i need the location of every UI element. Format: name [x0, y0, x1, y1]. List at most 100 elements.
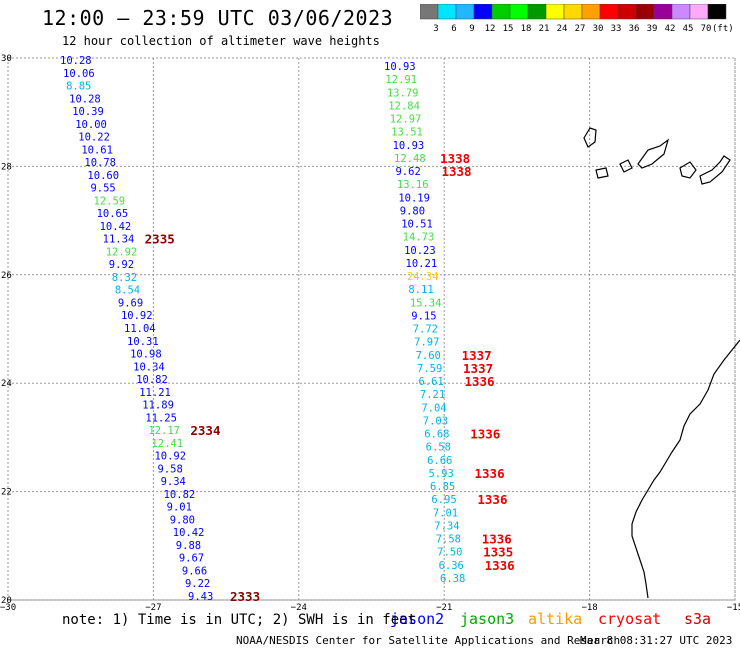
swh-value: 8.85 [66, 81, 91, 93]
swh-value: 12.97 [390, 114, 422, 126]
footnote: note: 1) Time is in UTC; 2) SWH is in fe… [62, 612, 417, 628]
swh-value: 10.93 [393, 140, 425, 152]
pass-time-label: 1336 [464, 374, 494, 389]
mission-jason2: jason2 [390, 610, 444, 628]
lat-tick-label: 24 [1, 379, 12, 389]
pass-time-label: 1336 [482, 532, 512, 547]
pass-time-label: 1337 [462, 348, 492, 363]
swh-value: 9.88 [176, 540, 201, 552]
lat-tick-label: 20 [1, 596, 12, 606]
pass-time-label: 1338 [441, 164, 471, 179]
swh-value: 10.92 [121, 310, 153, 322]
lon-tick-label: −24 [291, 603, 307, 613]
swh-value: 9.55 [90, 183, 115, 195]
lat-tick-label: 28 [1, 162, 12, 172]
swh-value: 10.42 [173, 527, 205, 539]
swh-value: 6.68 [424, 429, 449, 441]
colorbar-swatch [707, 4, 727, 20]
swh-value: 11.25 [145, 412, 177, 424]
colorbar-label: 12 [485, 24, 496, 34]
swh-value: 6.95 [431, 494, 456, 506]
swh-value: 6.85 [430, 481, 455, 493]
pass-time-label: 1336 [477, 492, 507, 507]
lat-tick-label: 26 [1, 271, 12, 281]
coastline [583, 127, 740, 599]
color-scale-legend: 3 6 9 12 15 18 21 24 27 30 33 36 39 42 45 70 (ft) [420, 4, 734, 34]
swh-value: 12.41 [151, 438, 183, 450]
swh-value: 7.21 [420, 389, 445, 401]
swh-value: 8.54 [115, 285, 140, 297]
swh-value: 11.89 [142, 400, 174, 412]
island-fuerteventura [699, 155, 731, 185]
swh-value: 7.50 [437, 547, 462, 559]
pass-time-label: 1338 [440, 151, 470, 166]
swh-value: 13.16 [397, 179, 429, 191]
swh-value: 6.66 [427, 455, 452, 467]
mission-cryosat: cryosat [598, 610, 661, 628]
colorbar-label: 39 [647, 24, 658, 34]
mission-jason3: jason3 [460, 610, 514, 628]
swh-value: 7.72 [413, 324, 438, 336]
lon-tick-label: −27 [145, 603, 161, 613]
map-frame [7, 57, 736, 601]
credit-line: NOAA/NESDIS Center for Satellite Applica… [236, 634, 621, 647]
pass-time-label: 1337 [463, 361, 493, 376]
map-subtitle: 12 hour collection of altimeter wave hei… [62, 34, 380, 48]
swh-value: 24.34 [407, 271, 439, 283]
swh-value: 9.67 [179, 553, 204, 565]
swh-value: 6.38 [440, 573, 465, 585]
swh-value: 10.28 [69, 93, 101, 105]
colorbar-label: 33 [611, 24, 622, 34]
swh-value: 10.22 [78, 132, 110, 144]
swh-value: 9.15 [411, 310, 436, 322]
colorbar-label: 36 [629, 24, 640, 34]
colorbar-label: 15 [503, 24, 514, 34]
swh-value: 10.21 [406, 258, 438, 270]
swh-value: 9.80 [170, 514, 195, 526]
island-la-gomera [595, 167, 609, 179]
track-west: 10.2810.068.8510.2810.3910.0010.2210.611… [60, 55, 260, 604]
swh-value: 10.98 [130, 349, 162, 361]
swh-value: 10.42 [100, 221, 132, 233]
lat-tick-label: 22 [1, 488, 12, 498]
swh-value: 5.93 [429, 468, 454, 480]
swh-value: 10.65 [97, 208, 129, 220]
swh-value: 9.01 [167, 502, 192, 514]
swh-value: 9.66 [182, 565, 207, 577]
colorbar-label: 45 [683, 24, 694, 34]
swh-value: 11.04 [124, 323, 156, 335]
swh-value: 9.69 [118, 297, 143, 309]
swh-value: 6.36 [439, 560, 464, 572]
swh-value: 10.78 [84, 157, 116, 169]
island-la-palma [583, 127, 597, 148]
island-gran-canaria [679, 161, 697, 179]
swh-value: 10.82 [136, 374, 168, 386]
swh-value: 15.34 [410, 297, 442, 309]
colorbar-label: 27 [575, 24, 586, 34]
colorbar-label: 18 [521, 24, 532, 34]
lon-tick-label: −18 [581, 603, 597, 613]
lat-tick-label: 30 [1, 54, 12, 64]
swh-value: 6.61 [418, 376, 443, 388]
swh-value: 7.04 [421, 402, 446, 414]
lon-tick-label: −15 [727, 603, 740, 613]
swh-value: 7.58 [436, 534, 461, 546]
swh-value: 9.80 [400, 205, 425, 217]
colorbar-label: 3 [433, 24, 438, 34]
track-east: 10.9312.9113.7912.8412.9713.5110.9312.48… [384, 61, 515, 585]
swh-value: 8.11 [408, 284, 433, 296]
pass-time-label: 1335 [483, 545, 513, 560]
swh-value: 12.92 [106, 246, 138, 258]
swh-value: 10.51 [401, 219, 433, 231]
pass-time-label: 2334 [190, 423, 220, 438]
colorbar-label: 9 [469, 24, 474, 34]
swh-value: 9.58 [158, 463, 183, 475]
swh-value: 7.03 [423, 415, 448, 427]
swh-value: 7.59 [417, 363, 442, 375]
colorbar-label: 21 [539, 24, 550, 34]
pass-time-label: 1336 [470, 427, 500, 442]
swh-value: 7.01 [433, 507, 458, 519]
pass-time-label: 2335 [145, 232, 175, 247]
